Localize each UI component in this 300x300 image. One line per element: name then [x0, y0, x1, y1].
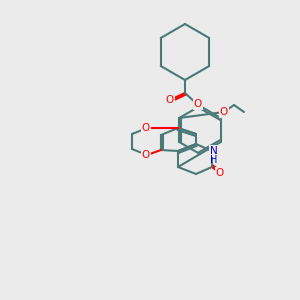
Text: O: O [142, 150, 150, 160]
Text: O: O [216, 168, 224, 178]
Text: N: N [210, 146, 218, 156]
Text: O: O [166, 95, 174, 105]
Text: O: O [220, 107, 228, 117]
Text: O: O [194, 99, 202, 109]
Text: O: O [142, 123, 150, 133]
Text: H: H [210, 155, 218, 165]
